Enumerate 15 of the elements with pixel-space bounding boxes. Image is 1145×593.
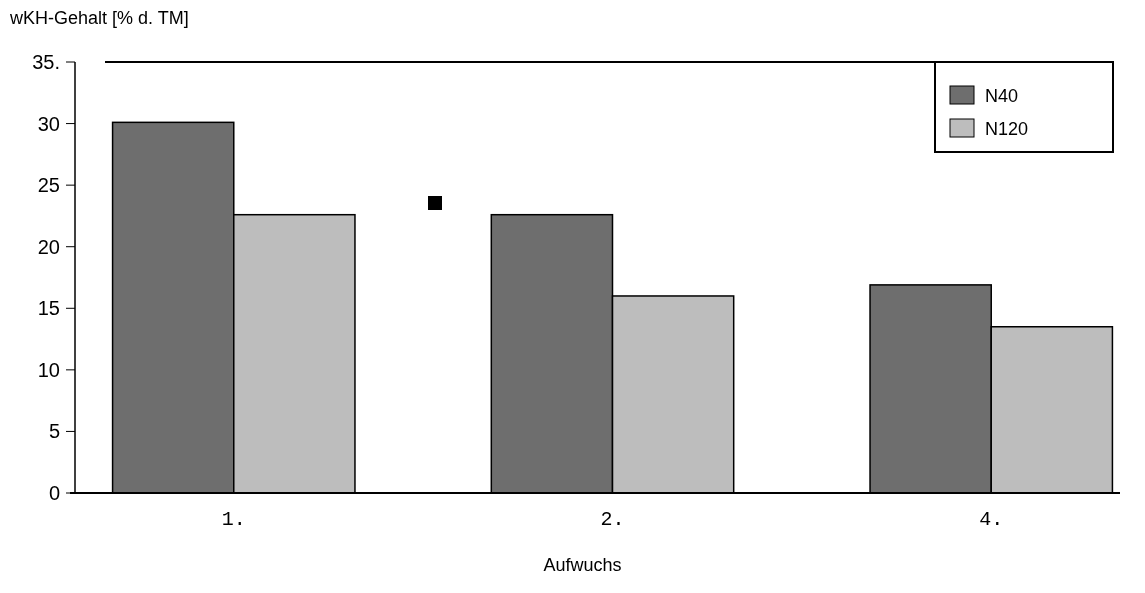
x-tick-label: 2. — [600, 508, 625, 531]
y-tick-label: 0 — [48, 482, 60, 504]
legend-label: N120 — [985, 119, 1029, 139]
y-tick-label: 25 — [37, 174, 60, 197]
y-tick-label: 15 — [37, 297, 60, 320]
x-tick-label: 4. — [979, 508, 1004, 531]
y-tick-label: 5 — [48, 420, 60, 443]
y-tick-label: 20 — [37, 235, 60, 258]
x-axis-title: Aufwuchs — [543, 555, 622, 575]
y-tick-label: 10 — [37, 358, 60, 381]
legend-label: N40 — [985, 86, 1019, 106]
x-tick-label: 1. — [221, 508, 246, 531]
y-tick-label: 30 — [37, 112, 60, 135]
y-axis-title: wKH-Gehalt [% d. TM] — [9, 8, 189, 28]
y-tick-label: 35. — [32, 51, 60, 73]
